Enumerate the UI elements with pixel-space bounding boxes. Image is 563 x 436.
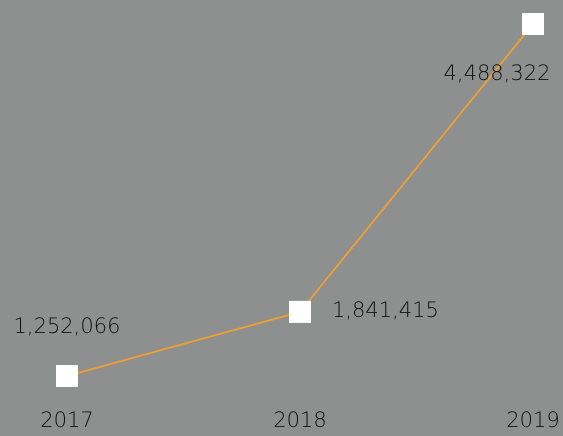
- data-label: 4,488,322: [444, 61, 551, 85]
- x-tick-label: 2019: [506, 408, 559, 432]
- marker: [289, 300, 311, 323]
- data-label: 1,252,066: [14, 314, 121, 338]
- x-tick-label: 2017: [40, 408, 93, 432]
- marker: [522, 13, 544, 35]
- x-tick-label: 2018: [273, 408, 326, 432]
- data-label: 1,841,415: [332, 298, 439, 322]
- marker: [56, 365, 78, 387]
